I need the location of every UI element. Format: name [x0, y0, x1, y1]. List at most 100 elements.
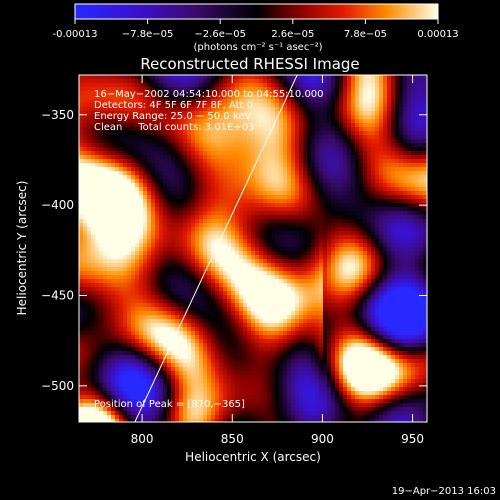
heatmap-cell [399, 223, 404, 228]
heatmap-cell [91, 279, 96, 284]
heatmap-cell [271, 211, 276, 216]
heatmap-cell [171, 127, 176, 132]
heatmap-cell [247, 283, 252, 288]
heatmap-cell [423, 259, 427, 264]
heatmap-cell [311, 223, 316, 228]
heatmap-cell [179, 227, 184, 232]
heatmap-cell [363, 259, 368, 264]
heatmap-cell [175, 171, 180, 176]
heatmap-cell [187, 219, 192, 224]
heatmap-cell [299, 83, 304, 88]
heatmap-cell [163, 123, 168, 128]
heatmap-cell [183, 191, 188, 196]
heatmap-cell [211, 87, 216, 92]
heatmap-cell [147, 295, 152, 300]
heatmap-cell [119, 275, 124, 280]
heatmap-cell [279, 291, 284, 296]
heatmap-cell [219, 251, 224, 256]
heatmap-cell [299, 155, 304, 160]
heatmap-cell [387, 131, 392, 136]
heatmap-cell [191, 247, 196, 252]
heatmap-cell [227, 195, 232, 200]
heatmap-cell [319, 291, 324, 296]
heatmap-cell [351, 239, 356, 244]
heatmap-cell [163, 267, 168, 272]
heatmap-cell [323, 299, 328, 304]
heatmap-cell [355, 211, 360, 216]
heatmap-cell [287, 155, 292, 160]
heatmap-cell [267, 83, 272, 88]
heatmap-cell [199, 239, 204, 244]
heatmap-cell [183, 275, 188, 280]
heatmap-cell [291, 139, 296, 144]
heatmap-cell [419, 75, 424, 80]
heatmap-cell [131, 131, 136, 136]
heatmap-cell [147, 287, 152, 292]
heatmap-cell [191, 227, 196, 232]
heatmap-cell [195, 83, 200, 88]
heatmap-cell [379, 215, 384, 220]
heatmap-cell [307, 83, 312, 88]
heatmap-cell [111, 251, 116, 256]
heatmap-cell [235, 255, 240, 260]
heatmap-cell [335, 131, 340, 136]
heatmap-cell [215, 251, 220, 256]
heatmap-cell [203, 255, 208, 260]
heatmap-cell [247, 87, 252, 92]
heatmap-cell [423, 187, 427, 192]
heatmap-cell [271, 271, 276, 276]
heatmap-cell [415, 191, 420, 196]
heatmap-cell [79, 199, 84, 204]
heatmap-cell [195, 163, 200, 168]
heatmap-cell [343, 123, 348, 128]
heatmap-cell [331, 295, 336, 300]
heatmap-cell [263, 199, 268, 204]
heatmap-cell [323, 291, 328, 296]
heatmap-cell [343, 275, 348, 280]
heatmap-cell [335, 79, 340, 84]
heatmap-cell [91, 219, 96, 224]
heatmap-cell [131, 223, 136, 228]
heatmap-cell [203, 203, 208, 208]
heatmap-cell [287, 131, 292, 136]
heatmap-cell [175, 279, 180, 284]
heatmap-cell [239, 227, 244, 232]
heatmap-cell [131, 103, 136, 108]
heatmap-cell [307, 279, 312, 284]
heatmap-cell [243, 127, 248, 132]
heatmap-cell [419, 179, 424, 184]
heatmap-cell [135, 75, 140, 80]
heatmap-cell [239, 135, 244, 140]
heatmap-cell [187, 127, 192, 132]
heatmap-cell [155, 187, 160, 192]
heatmap-cell [339, 139, 344, 144]
heatmap-cell [111, 143, 116, 148]
heatmap-cell [275, 259, 280, 264]
heatmap-cell [295, 223, 300, 228]
heatmap-cell [371, 207, 376, 212]
heatmap-cell [387, 263, 392, 268]
heatmap-cell [211, 251, 216, 256]
heatmap-cell [211, 147, 216, 152]
heatmap-cell [187, 107, 192, 112]
heatmap-cell [219, 79, 224, 84]
heatmap-cell [287, 75, 292, 80]
heatmap-cell [111, 83, 116, 88]
heatmap-cell [91, 207, 96, 212]
heatmap-cell [279, 139, 284, 144]
heatmap-cell [127, 263, 132, 268]
heatmap-cell [219, 231, 224, 236]
heatmap-cell [199, 103, 204, 108]
heatmap-cell [135, 199, 140, 204]
heatmap-cell [279, 155, 284, 160]
heatmap-cell [411, 263, 416, 268]
heatmap-cell [175, 143, 180, 148]
heatmap-cell [319, 87, 324, 92]
heatmap-cell [87, 155, 92, 160]
heatmap-cell [303, 95, 308, 100]
heatmap-cell [107, 267, 112, 272]
heatmap-cell [415, 275, 420, 280]
heatmap-cell [227, 187, 232, 192]
heatmap-cell [79, 135, 84, 140]
heatmap-cell [231, 91, 236, 96]
